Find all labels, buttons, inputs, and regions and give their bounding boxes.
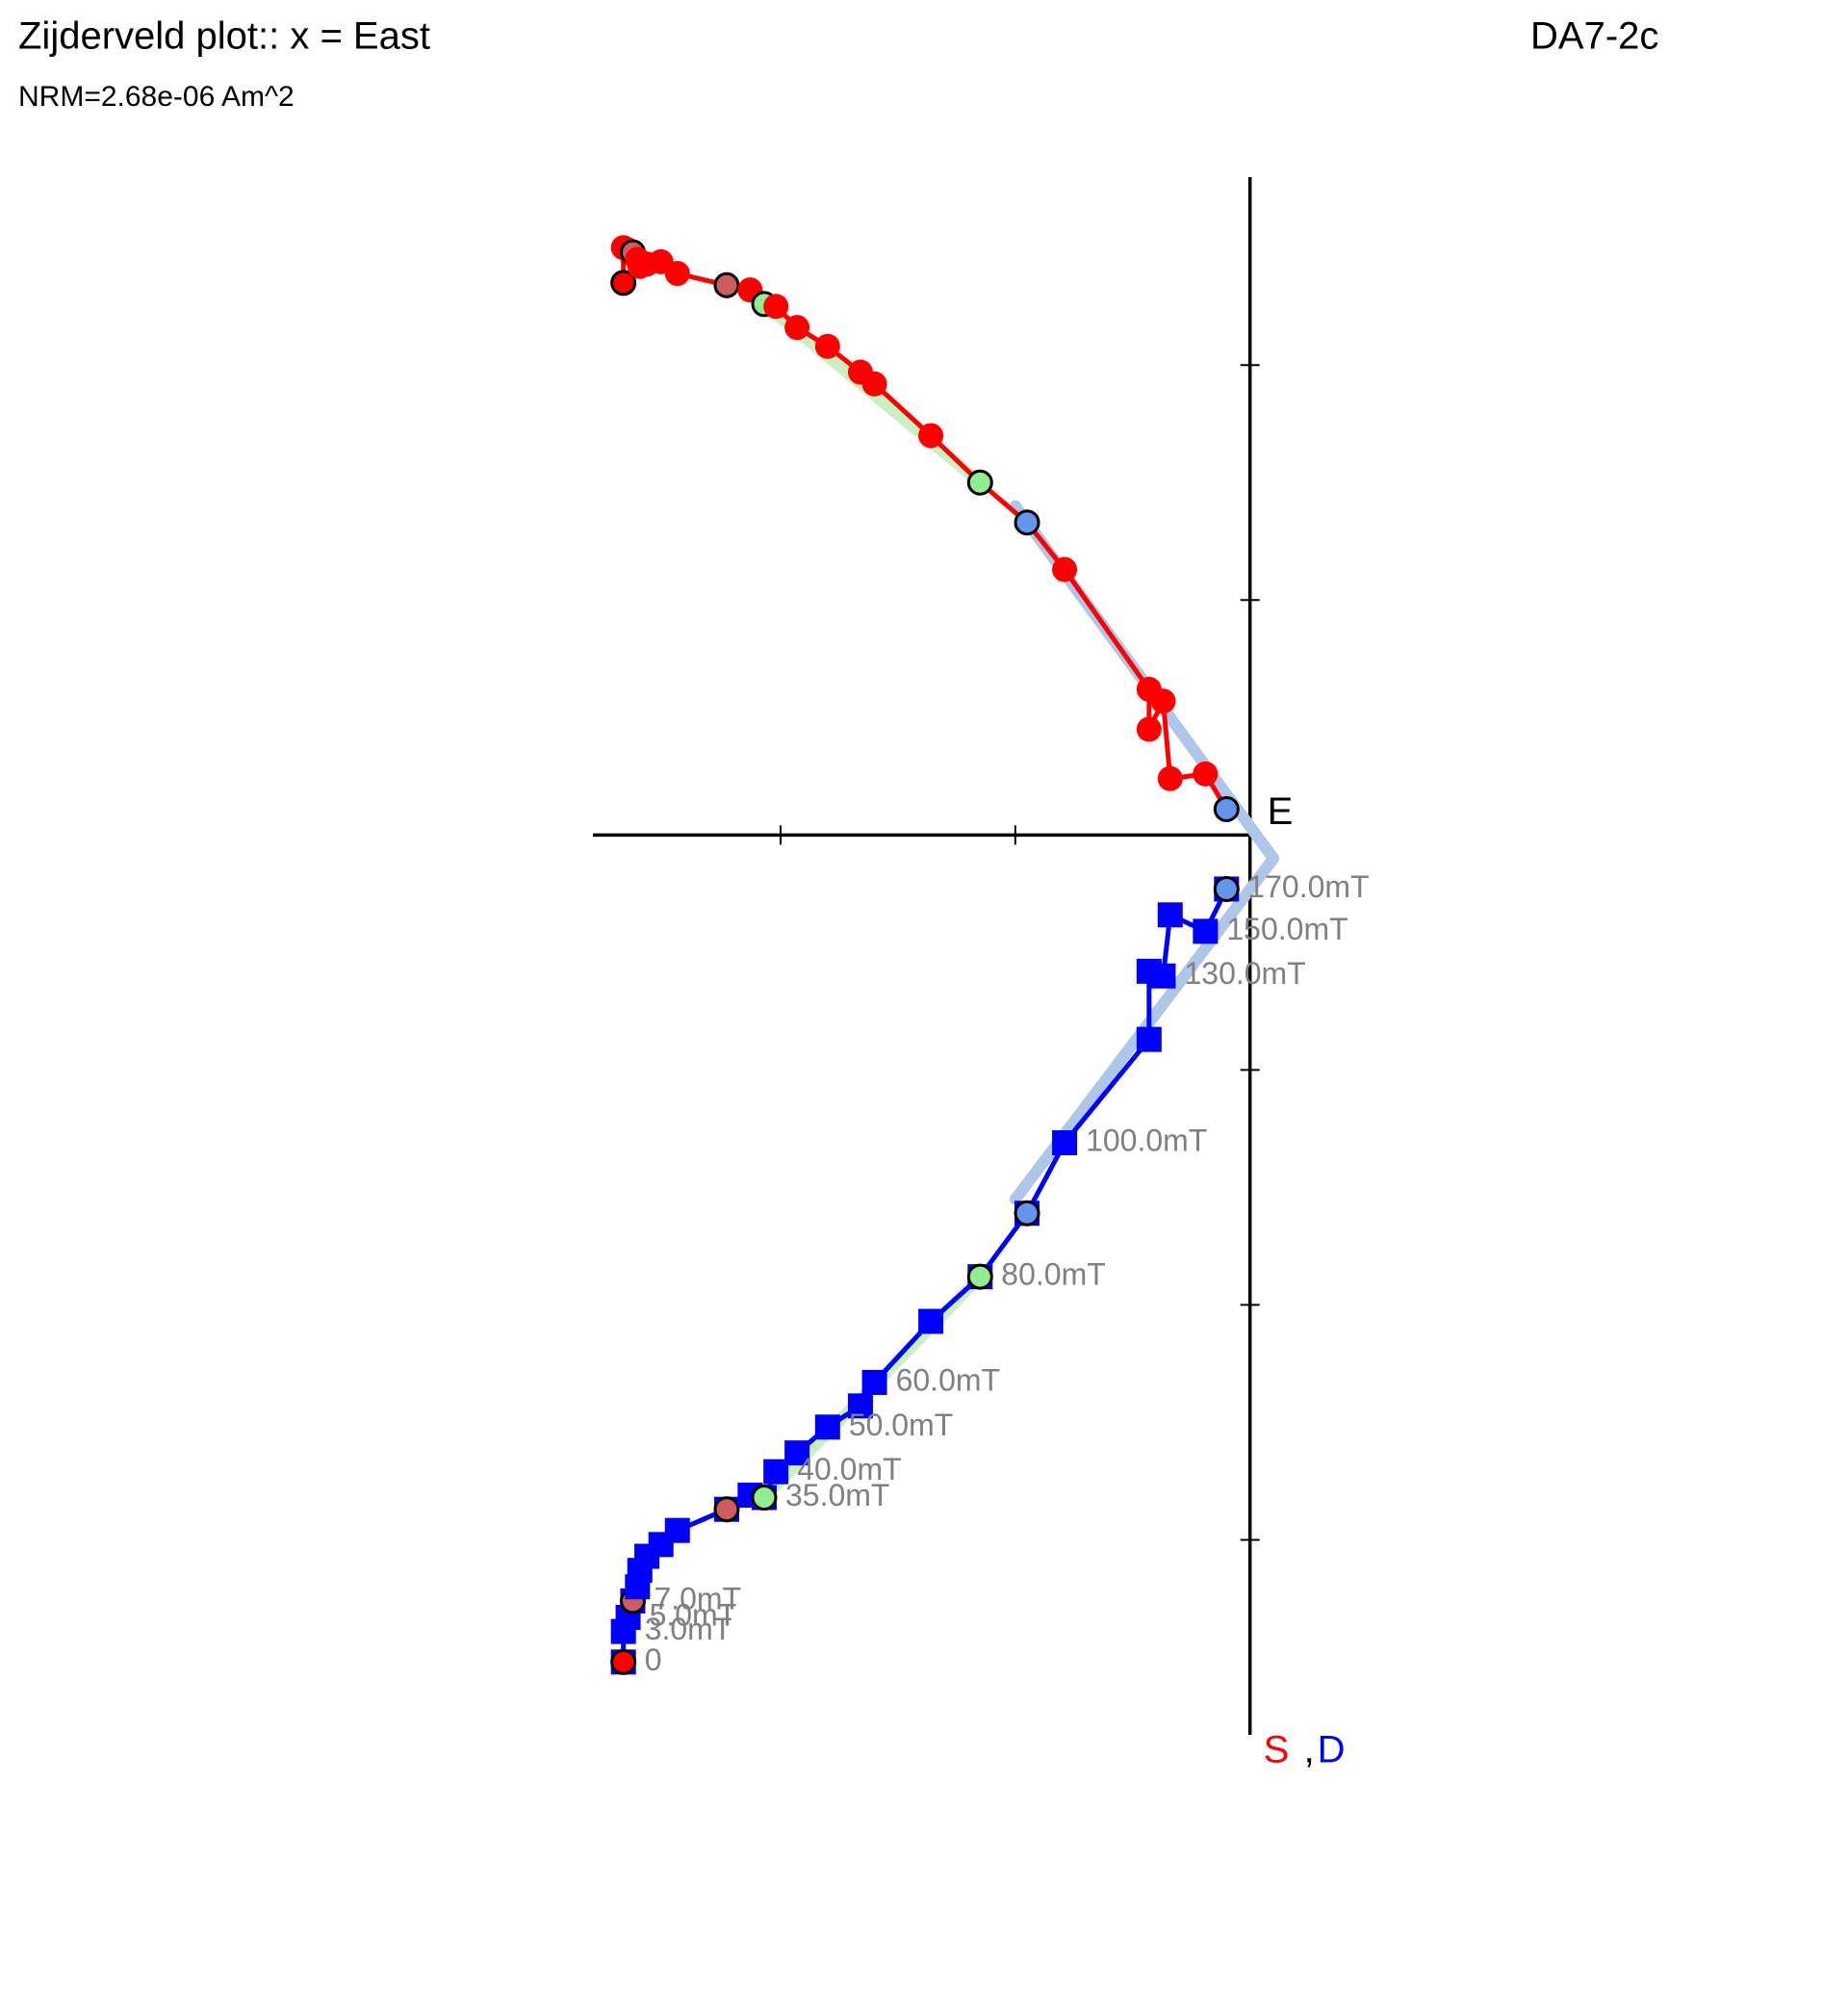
axis-label: E — [1268, 790, 1294, 833]
point — [814, 1414, 840, 1440]
highlight-point — [1213, 875, 1240, 902]
step-label: 35.0mT — [785, 1478, 889, 1512]
point — [1052, 1130, 1078, 1156]
step-label: 150.0mT — [1226, 912, 1348, 946]
point — [1157, 902, 1183, 928]
point — [1150, 963, 1176, 989]
point — [1157, 765, 1183, 791]
point — [861, 371, 887, 397]
highlight-point — [610, 270, 637, 297]
point — [1150, 688, 1176, 714]
highlight-point — [966, 469, 993, 496]
highlight-point — [1014, 509, 1040, 536]
step-label: 80.0mT — [1001, 1257, 1105, 1292]
step-label: 3.0mT — [645, 1612, 732, 1646]
highlight-point — [1213, 795, 1240, 822]
highlight-point — [966, 1263, 993, 1290]
point — [664, 261, 690, 287]
axis-label: , — [1304, 1729, 1315, 1771]
highlight-point — [751, 1485, 778, 1511]
point — [918, 423, 944, 449]
step-label: 5.0mT — [650, 1597, 737, 1632]
point — [1136, 716, 1162, 742]
highlight-point — [610, 1648, 637, 1675]
point — [784, 315, 810, 341]
point — [664, 1517, 690, 1543]
step-label: 0 — [645, 1642, 662, 1677]
step-label: 100.0mT — [1086, 1123, 1207, 1157]
subtitle: NRM=2.68e-06 Am^2 — [18, 81, 295, 113]
point — [1193, 761, 1219, 787]
point — [763, 1459, 789, 1485]
chart-title: Zijderveld plot:: x = East — [18, 15, 430, 58]
step-label: 60.0mT — [896, 1362, 1000, 1397]
point — [1136, 1026, 1162, 1052]
point — [861, 1369, 887, 1395]
axis-label: S — [1264, 1729, 1290, 1771]
highlight-point — [713, 271, 740, 298]
highlight-point — [713, 1496, 740, 1523]
highlight-point — [1014, 1200, 1040, 1227]
point — [918, 1308, 944, 1334]
step-label: 40.0mT — [797, 1452, 901, 1486]
step-label: 130.0mT — [1184, 956, 1305, 991]
step-label: 170.0mT — [1247, 869, 1369, 904]
specimen-name: DA7-2c — [1530, 15, 1658, 58]
point — [814, 333, 840, 359]
point — [847, 1393, 873, 1419]
point — [784, 1440, 810, 1466]
step-label: 50.0mT — [849, 1408, 953, 1442]
point — [1193, 918, 1219, 944]
data-line — [621, 244, 1229, 811]
step-label: 7.0mT — [654, 1581, 741, 1615]
axis-label: D — [1318, 1729, 1346, 1771]
data-line — [621, 888, 1229, 1663]
point — [763, 294, 789, 320]
point — [1052, 556, 1078, 582]
